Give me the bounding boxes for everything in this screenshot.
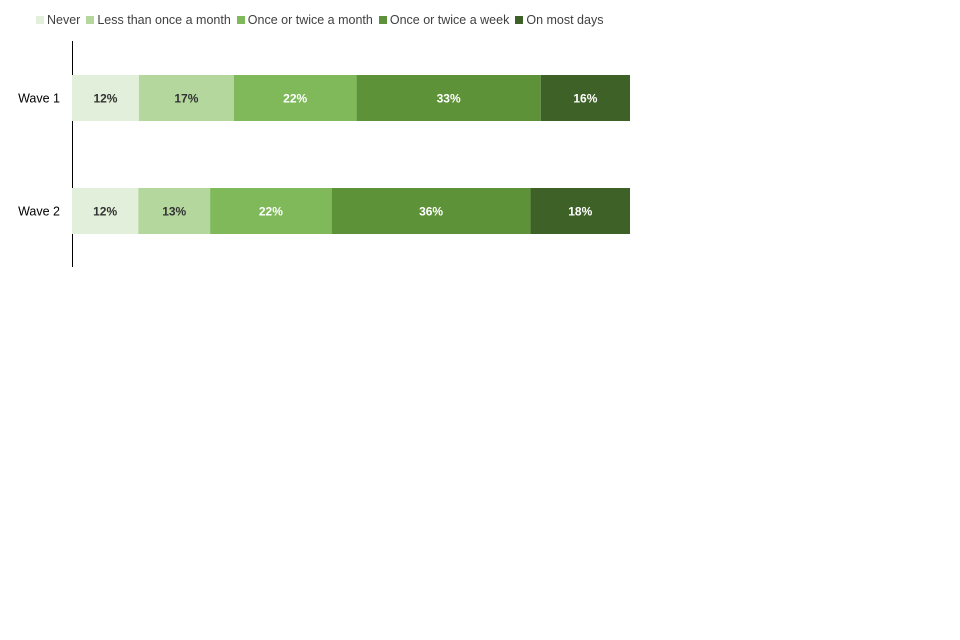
legend-swatch (515, 16, 524, 24)
legend-label: Once or twice a week (389, 13, 510, 27)
legend-swatch (86, 16, 95, 24)
legend: Never Less than once a month Once or twice… (36, 13, 609, 27)
bar-segment (138, 75, 234, 121)
bar-segment (233, 75, 357, 121)
data-label: 12% (93, 205, 117, 219)
legend-label: Once or twice a month (247, 13, 373, 27)
data-label: 13% (162, 205, 186, 219)
data-label: 36% (419, 205, 443, 219)
data-label: 22% (259, 205, 283, 219)
legend-item: Once or twice a month (236, 13, 373, 27)
category-label: Wave 2 (18, 205, 60, 219)
data-label: 33% (437, 92, 461, 106)
data-label: 16% (573, 92, 597, 106)
legend-swatch (378, 16, 387, 24)
bar-segment (356, 75, 541, 121)
data-label: 18% (568, 205, 592, 219)
data-label: 22% (283, 92, 307, 106)
bar-segment (210, 188, 332, 234)
legend-label: On most days (526, 13, 604, 27)
legend-swatch (236, 16, 245, 24)
data-label: 12% (93, 92, 117, 106)
data-label: 17% (174, 92, 198, 106)
bar-segment (331, 188, 531, 234)
bar-segment (72, 75, 139, 121)
legend-item: On most days (515, 13, 603, 27)
category-label: Wave 1 (18, 92, 60, 106)
legend-swatch (36, 16, 44, 24)
bar-segment (530, 188, 630, 234)
legend-label: Never (47, 13, 81, 27)
bar-segment (72, 188, 139, 234)
legend-item: Less than once a month (86, 13, 231, 27)
legend-label: Less than once a month (97, 13, 231, 27)
bar-segment (138, 188, 211, 234)
legend-item: Never (36, 13, 80, 27)
legend-item: Once or twice a week (378, 13, 510, 27)
bar-segment (540, 75, 630, 121)
